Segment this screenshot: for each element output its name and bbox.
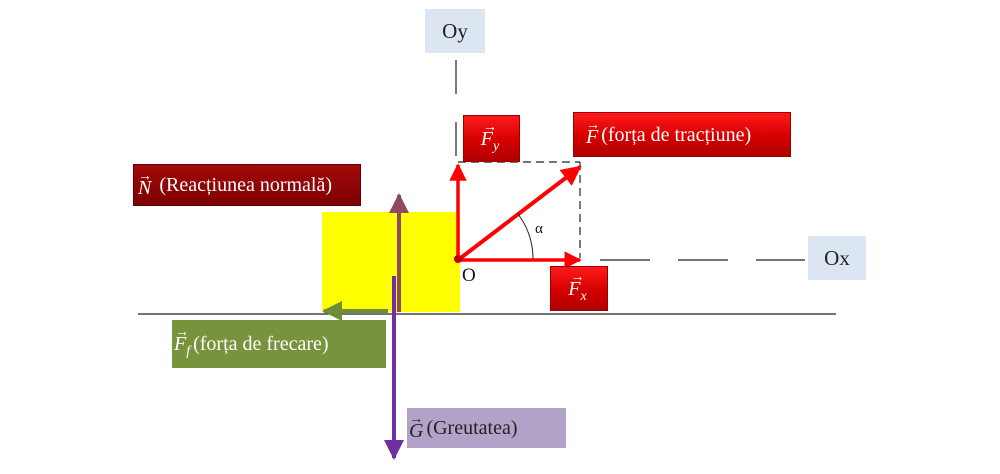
traction-arrow [456,165,582,262]
fy-vector-symbol: → Fy [480,119,500,154]
block [322,212,460,312]
traction-force-label: → F (forța de tracțiune) [573,112,791,157]
fy-symbol: F [480,127,493,150]
fx-symbol: F [568,277,581,300]
normal-text: (Reacțiunea normală) [154,174,333,196]
weight-text: (Greutatea) [426,417,518,439]
vector-arrow-icon: → [175,325,190,340]
friction-vector-symbol: → Ff [174,325,191,359]
ox-label: Ox [808,236,866,280]
friction-force-label: → Ff (forța de frecare) [172,320,386,368]
normal-vector-symbol: → N [138,168,152,199]
traction-symbol: F [586,126,599,148]
friction-subscript: f [186,344,191,359]
fx-label: → Fx [550,266,608,311]
weight-force-label: → G (Greutatea) [407,408,566,448]
normal-symbol: N [138,176,152,199]
origin-label: O [462,265,476,286]
fx-vector-symbol: → Fx [568,269,587,304]
weight-vector-symbol: → G [409,411,424,442]
friction-symbol: F [174,333,187,355]
fy-subscript: y [493,138,500,154]
angle-label: α [535,221,543,237]
traction-text: (forța de tracțiune) [601,123,752,146]
normal-force-label: → N (Reacțiunea normală) [133,164,361,206]
vector-arrow-icon: → [138,168,152,184]
oy-label: Oy [425,9,485,53]
fy-label: → Fy [463,115,520,162]
vector-arrow-icon: → [570,269,585,285]
vector-arrow-icon: → [409,411,424,427]
vector-arrow-icon: → [483,119,497,135]
origin-point [454,255,462,263]
traction-vector-symbol: → F [586,118,600,148]
weight-symbol: G [409,419,424,442]
vector-arrow-icon: → [586,118,600,133]
friction-text: (forța de frecare) [193,333,329,355]
angle-arc [517,213,534,260]
fx-subscript: x [580,288,587,304]
